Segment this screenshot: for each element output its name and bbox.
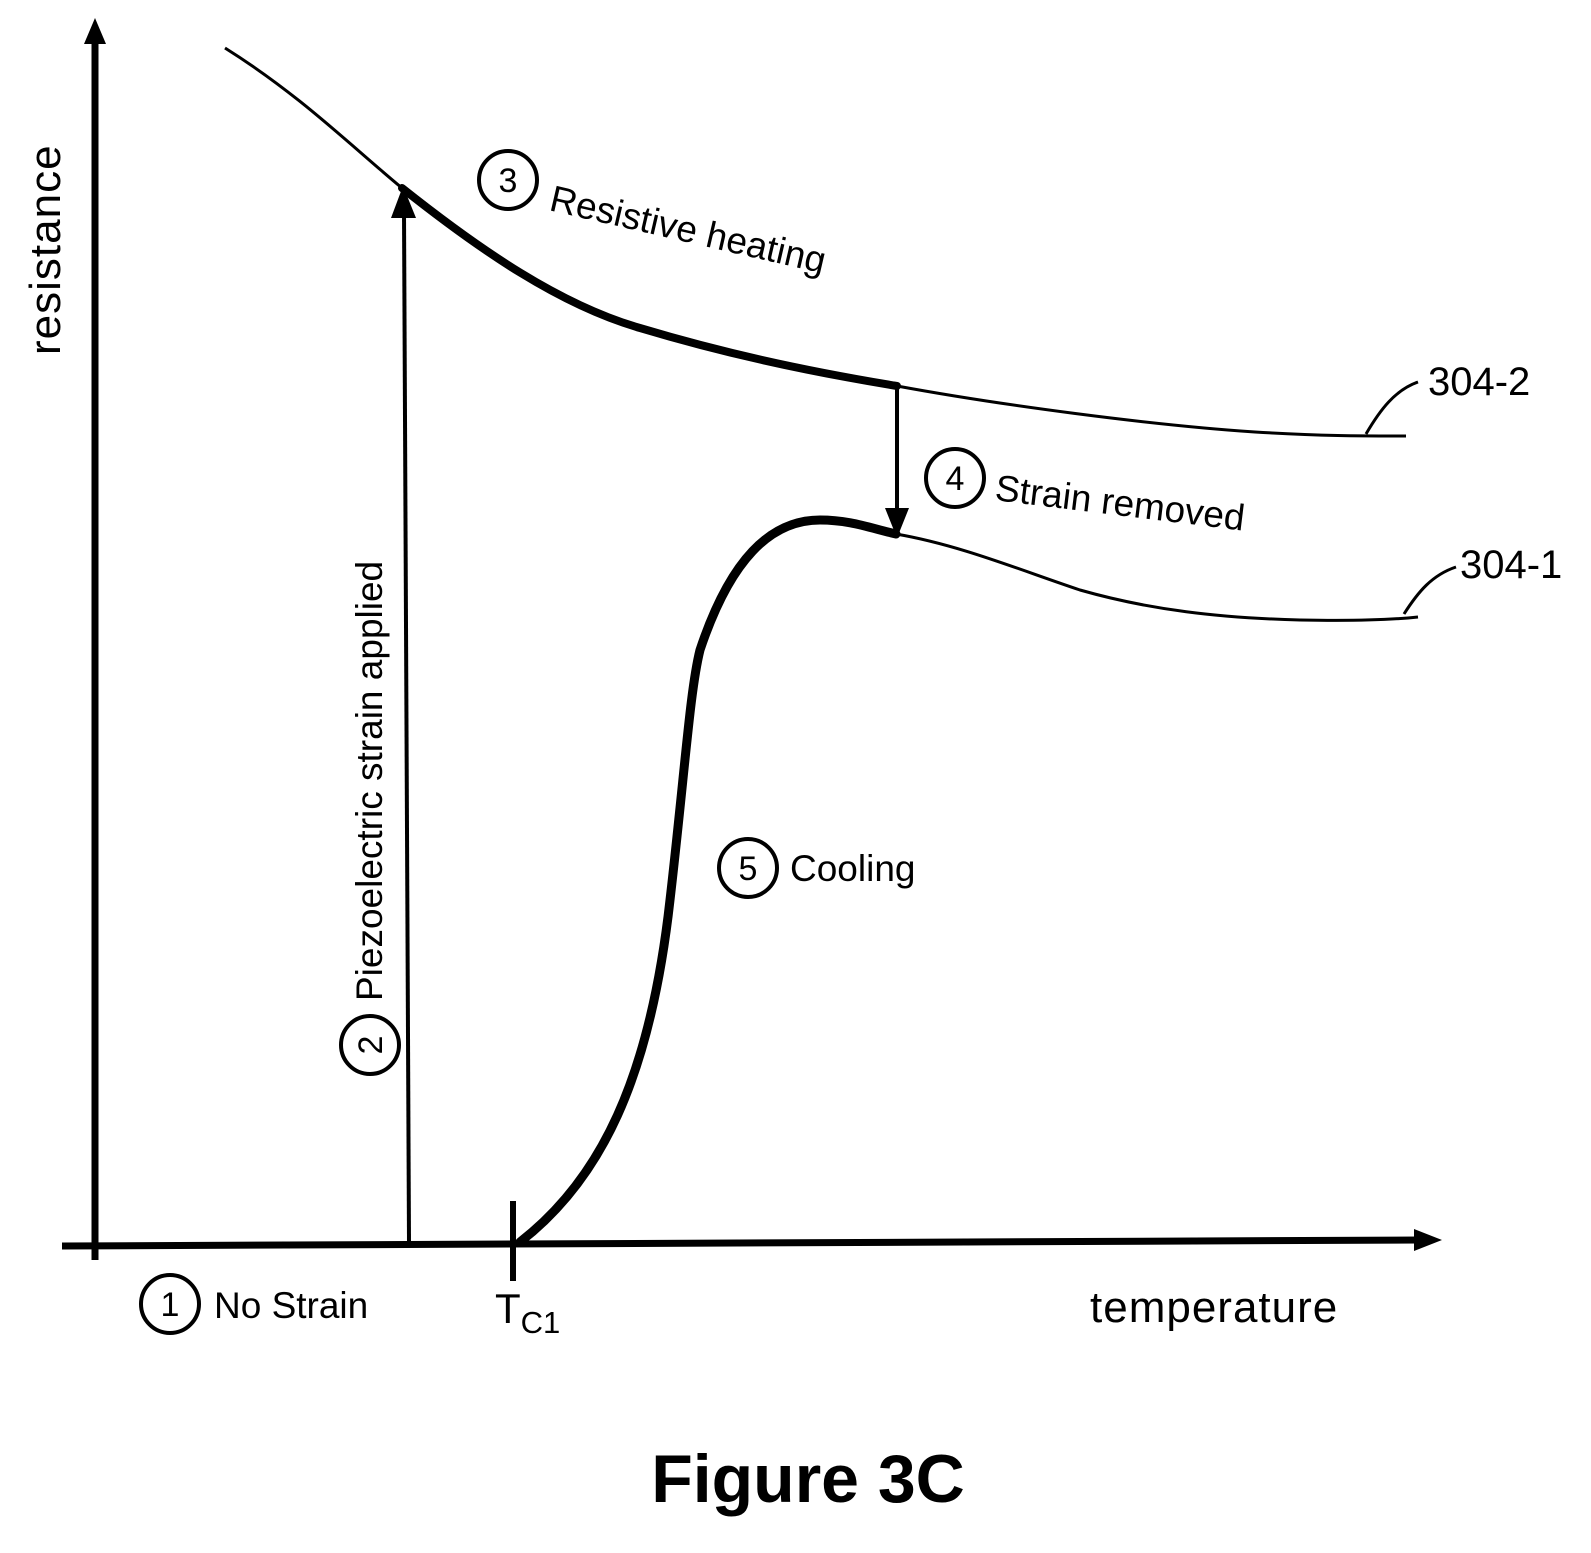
series-304-1-line	[895, 532, 1419, 622]
step-1-annotation: 1 No Strain	[139, 1273, 368, 1335]
x-axis-arrowhead	[1414, 1229, 1442, 1251]
axes	[61, 18, 1442, 1260]
step-2-circle	[339, 1014, 401, 1076]
figure-caption: Figure 3C	[651, 1441, 965, 1517]
tc1-tick: TC1	[495, 1201, 560, 1340]
x-axis-line	[61, 1236, 1421, 1250]
tc1-tick-label: TC1	[495, 1285, 560, 1340]
series-304-2-label: 304-2	[1428, 360, 1530, 404]
series-304-2-leader	[1364, 380, 1419, 435]
series-304-1-leader	[1402, 565, 1457, 615]
tc1-tick-subscript: C1	[521, 1305, 561, 1340]
strain-applied-arrowhead	[391, 186, 416, 218]
resistive-heating-path	[398, 184, 901, 390]
step-3-label: Resistive heating	[546, 178, 830, 281]
step-3-annotation: 3 Resistive heating	[477, 149, 830, 281]
step-5-label: Cooling	[790, 848, 915, 889]
step-5-annotation: 5 Cooling	[717, 837, 915, 899]
step-1-label: No Strain	[214, 1285, 368, 1326]
tc1-tick-base: T	[495, 1285, 521, 1332]
step-2-annotation: 2 Piezoelectric strain applied	[339, 561, 401, 1076]
step-2-label: Piezoelectric strain applied	[349, 561, 390, 1001]
y-axis-label: resistance	[21, 144, 70, 355]
step-1-circle	[139, 1273, 201, 1335]
step-4-annotation: 4 Strain removed	[924, 447, 1247, 539]
strain-applied-arrow	[391, 186, 416, 1243]
step-5-circle	[717, 837, 779, 899]
strain-removed-arrowhead	[885, 508, 909, 538]
step-4-label: Strain removed	[993, 467, 1247, 538]
step-4-number: 4	[946, 460, 965, 498]
strain-removed-arrow	[885, 386, 909, 538]
series-304-1-label: 304-1	[1460, 543, 1562, 587]
step-1-number: 1	[161, 1286, 180, 1324]
series-304-1: 304-1	[895, 532, 1562, 622]
step-4-circle	[924, 447, 986, 509]
x-axis-label: temperature	[1090, 1283, 1338, 1332]
step-2-number: 2	[352, 1036, 390, 1055]
cooling-path	[515, 515, 901, 1247]
step-3-circle	[477, 149, 539, 211]
series-304-2: 304-2	[224, 46, 1530, 438]
y-axis-arrowhead	[84, 18, 106, 44]
strain-applied-shaft	[402, 211, 411, 1243]
step-5-number: 5	[739, 850, 758, 888]
step-3-number: 3	[499, 162, 518, 200]
